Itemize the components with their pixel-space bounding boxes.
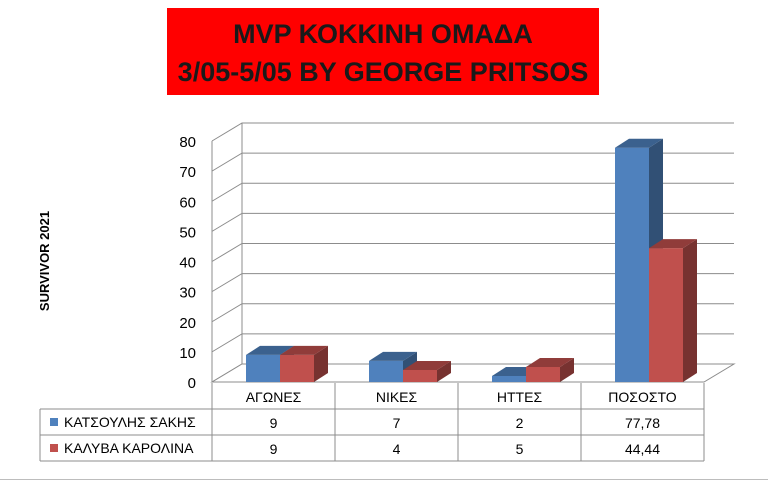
bar-front bbox=[615, 147, 649, 382]
bar-top bbox=[369, 351, 417, 361]
y-tick-label: 50 bbox=[179, 224, 196, 241]
legend-swatch bbox=[50, 444, 58, 452]
bar-front bbox=[649, 248, 683, 382]
y-tick-label: 70 bbox=[179, 164, 196, 181]
data-value-label: 77,78 bbox=[625, 415, 660, 431]
y-tick-label: 80 bbox=[179, 134, 196, 151]
bar-front bbox=[526, 366, 560, 382]
y-tick-label: 10 bbox=[179, 345, 196, 362]
data-value-label: 9 bbox=[270, 415, 278, 431]
bar-front bbox=[246, 354, 280, 382]
bar-side bbox=[437, 360, 451, 382]
bar bbox=[280, 345, 328, 382]
data-value-label: 5 bbox=[516, 441, 524, 457]
bar-top bbox=[403, 360, 451, 370]
data-value-label: 4 bbox=[393, 441, 401, 457]
legend-swatch bbox=[50, 418, 58, 426]
category-label: ΗΤΤΕΣ bbox=[497, 389, 543, 405]
data-value-label: 9 bbox=[270, 441, 278, 457]
y-tick-labels: 0 10 20 30 40 50 60 70 80 bbox=[179, 134, 196, 392]
legend-series-name: ΚΑΤΣΟΥΛΗΣ ΣΑΚΗΣ bbox=[64, 414, 196, 430]
bar-side bbox=[560, 357, 574, 382]
y-tick-label: 20 bbox=[179, 315, 196, 332]
bar bbox=[526, 357, 574, 382]
bar-front bbox=[403, 369, 437, 382]
bar-top bbox=[526, 357, 574, 367]
category-label: ΑΓΩΝΕΣ bbox=[246, 389, 302, 405]
bar-side bbox=[683, 239, 697, 382]
bar-side bbox=[314, 345, 328, 382]
bars bbox=[246, 138, 697, 382]
data-value-label: 2 bbox=[516, 415, 524, 431]
chart-title-line1: MVP ΚΟΚΚΙΝΗ ΟΜΑΔΑ bbox=[233, 19, 533, 49]
legend-series-name: ΚΑΛΥΒΑ ΚΑΡΟΛΙΝΑ bbox=[64, 440, 194, 456]
y-axis-title: SURVIVOR 2021 bbox=[37, 211, 52, 311]
data-table: ΑΓΩΝΕΣ ΝΙΚΕΣ ΗΤΤΕΣ ΠΟΣΟΣΤΟ ΚΑΤΣΟΥΛΗΣ ΣΑΚΗΣ 9 7… bbox=[39, 383, 705, 462]
chart-title-box: MVP ΚΟΚΚΙΝΗ ΟΜΑΔΑ 3/05-5/05 BY GEORGE PR… bbox=[167, 8, 599, 95]
y-tick-label: 30 bbox=[179, 285, 196, 302]
y-tick-label: 60 bbox=[179, 194, 196, 211]
bar-top bbox=[246, 345, 294, 355]
data-value-label: 7 bbox=[393, 415, 401, 431]
bar-front bbox=[369, 360, 403, 382]
bar-front bbox=[492, 375, 526, 382]
category-label: ΝΙΚΕΣ bbox=[376, 389, 418, 405]
bar-front bbox=[280, 354, 314, 382]
chart-title-line2: 3/05-5/05 BY GEORGE PRITSOS bbox=[177, 57, 589, 87]
y-tick-label: 40 bbox=[179, 255, 196, 272]
gridline bbox=[211, 122, 734, 142]
data-value-label: 44,44 bbox=[625, 441, 660, 457]
y-tick-label: 0 bbox=[188, 375, 196, 392]
bar-top bbox=[615, 138, 663, 148]
bar-top bbox=[649, 239, 697, 249]
bottom-divider bbox=[0, 479, 768, 480]
bar-top bbox=[280, 345, 328, 355]
bar bbox=[403, 360, 451, 382]
category-label: ΠΟΣΟΣΤΟ bbox=[608, 389, 676, 405]
bar bbox=[649, 239, 697, 382]
